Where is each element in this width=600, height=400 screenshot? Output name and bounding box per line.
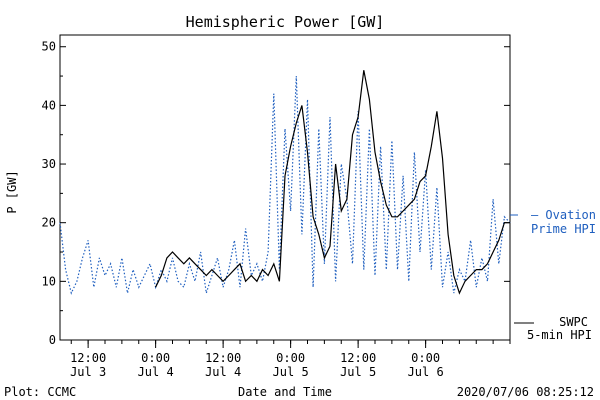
x-tick-time-label: 12:00 bbox=[205, 351, 241, 365]
chart-title: Hemispheric Power [GW] bbox=[186, 13, 385, 31]
x-tick-date-label: Jul 4 bbox=[205, 365, 241, 379]
plot-frame bbox=[59, 34, 511, 341]
x-tick-date-label: Jul 4 bbox=[138, 365, 174, 379]
x-tick-date-label: Jul 3 bbox=[70, 365, 106, 379]
x-tick-time-label: 0:00 bbox=[141, 351, 170, 365]
y-tick-label: 0 bbox=[49, 333, 56, 347]
legend-ovation-label-line2: Prime HPI bbox=[531, 222, 596, 236]
y-tick-label: 40 bbox=[42, 98, 56, 112]
legend-swpc-label-line2: 5-min HPI bbox=[527, 328, 592, 342]
x-tick-time-label: 12:00 bbox=[340, 351, 376, 365]
y-tick-label: 50 bbox=[42, 40, 56, 54]
legend-ovation-label-line1: — Ovation bbox=[531, 208, 596, 222]
x-tick-time-label: 0:00 bbox=[276, 351, 305, 365]
plot-area bbox=[59, 34, 511, 341]
series-layer bbox=[59, 70, 511, 295]
y-axis-ticks: 0 10 20 30 40 50 bbox=[42, 40, 510, 347]
legend-swpc-label-line1: SWPC bbox=[559, 315, 588, 329]
y-axis-label: P [GW] bbox=[5, 170, 19, 213]
x-axis-label: Date and Time bbox=[238, 385, 332, 399]
x-tick-date-label: Jul 6 bbox=[408, 365, 444, 379]
x-tick-time-label: 12:00 bbox=[70, 351, 106, 365]
x-tick-date-label: Jul 5 bbox=[273, 365, 309, 379]
plot-credit: Plot: CCMC bbox=[4, 385, 76, 399]
series-line-swpc bbox=[155, 70, 510, 295]
y-tick-label: 20 bbox=[42, 216, 56, 230]
y-tick-label: 10 bbox=[42, 274, 56, 288]
plot-timestamp: 2020/07/06 08:25:12 bbox=[457, 385, 594, 399]
x-tick-date-label: Jul 5 bbox=[340, 365, 376, 379]
x-tick-time-label: 0:00 bbox=[411, 351, 440, 365]
y-tick-label: 30 bbox=[42, 157, 56, 171]
